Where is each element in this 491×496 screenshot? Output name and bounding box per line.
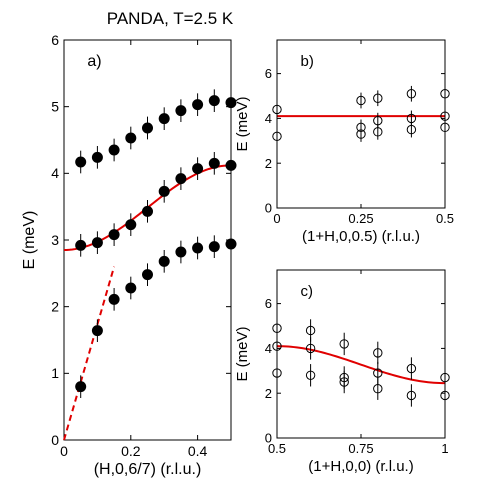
data-point bbox=[158, 185, 170, 197]
y-tick-label: 2 bbox=[265, 156, 272, 171]
x-tick-label: 1 bbox=[441, 441, 448, 456]
data-point bbox=[356, 95, 366, 106]
data-point bbox=[192, 99, 204, 111]
panel-label: a) bbox=[87, 53, 101, 70]
data-point bbox=[272, 131, 282, 142]
data-point bbox=[406, 89, 417, 99]
x-tick-label: 0 bbox=[60, 443, 68, 459]
data-point bbox=[406, 124, 417, 135]
y-tick-label: 2 bbox=[265, 386, 272, 401]
data-point bbox=[440, 89, 450, 99]
data-point bbox=[373, 384, 383, 394]
x-tick-label: 0.2 bbox=[121, 443, 141, 459]
data-point bbox=[440, 390, 450, 401]
data-point bbox=[440, 372, 450, 383]
data-point bbox=[175, 246, 187, 258]
data-point bbox=[142, 122, 153, 134]
data-point bbox=[406, 363, 417, 374]
slope-dashed-line bbox=[63, 266, 116, 441]
data-point bbox=[339, 377, 349, 387]
panel-a: 0 0.2 0.4 0 1 2 3 4 5 6 (H,0,6/7) (r.l.u.) E (meV) a… bbox=[21, 32, 237, 478]
x-axis-label: (1+H,0,0.5) (r.l.u.) bbox=[302, 228, 420, 245]
y-axis-label: E (meV) bbox=[21, 211, 38, 270]
data-point bbox=[75, 239, 87, 251]
data-point bbox=[272, 368, 282, 378]
data-point bbox=[142, 205, 153, 217]
data-point bbox=[108, 293, 120, 305]
plot-frame bbox=[63, 39, 232, 441]
data-point bbox=[108, 229, 120, 241]
data-point bbox=[225, 97, 237, 109]
y-tick-label: 1 bbox=[51, 365, 59, 381]
x-axis-label: (1+H,0,0) (r.l.u.) bbox=[308, 458, 413, 475]
data-point bbox=[91, 325, 103, 337]
data-point bbox=[75, 156, 87, 168]
y-tick-label: 0 bbox=[265, 431, 272, 446]
data-point bbox=[208, 241, 220, 253]
data-point bbox=[192, 242, 204, 254]
y-tick-label: 0 bbox=[51, 432, 59, 448]
data-point bbox=[339, 339, 349, 349]
fit-curve bbox=[276, 345, 446, 385]
x-tick-label: 0.4 bbox=[188, 443, 208, 459]
data-point bbox=[75, 381, 87, 393]
data-point bbox=[175, 173, 187, 185]
data-point bbox=[440, 122, 450, 133]
y-tick-label: 3 bbox=[51, 232, 59, 248]
x-axis-label: (H,0,6/7) (r.l.u.) bbox=[94, 461, 202, 478]
data-point bbox=[208, 95, 220, 107]
data-point bbox=[272, 104, 282, 115]
data-point bbox=[125, 219, 137, 231]
data-point bbox=[158, 113, 170, 125]
panel-label: c) bbox=[301, 283, 314, 300]
data-point bbox=[373, 348, 383, 358]
data-point bbox=[305, 325, 316, 336]
figure-title: PANDA, T=2.5 K bbox=[107, 9, 234, 28]
x-tick-label: 0.5 bbox=[436, 211, 454, 226]
panel-b: 0 0.25 0.5 0 2 4 6 (1+H,0,0.5) (r.l.u.) E (meV) b… bbox=[234, 39, 454, 245]
data-point bbox=[175, 105, 187, 117]
y-tick-label: 5 bbox=[51, 99, 59, 115]
y-tick-label: 2 bbox=[51, 299, 59, 315]
x-tick-label: 0.75 bbox=[348, 441, 373, 456]
data-point bbox=[272, 323, 282, 333]
data-point bbox=[208, 157, 220, 169]
data-point bbox=[305, 370, 316, 380]
data-point bbox=[406, 390, 417, 401]
data-point bbox=[373, 127, 383, 137]
panel-label: b) bbox=[301, 53, 314, 70]
x-tick-label: 0.25 bbox=[348, 211, 373, 226]
x-tick-label: 0.5 bbox=[268, 441, 286, 456]
y-tick-label: 6 bbox=[51, 32, 59, 48]
data-point bbox=[356, 129, 366, 139]
y-axis-label: E (meV) bbox=[234, 96, 251, 151]
data-point bbox=[373, 93, 383, 103]
data-point bbox=[108, 144, 120, 156]
y-tick-label: 6 bbox=[265, 66, 272, 81]
y-axis-label: E (meV) bbox=[234, 326, 251, 381]
data-point bbox=[192, 163, 204, 175]
y-tick-label: 4 bbox=[51, 165, 59, 181]
data-point bbox=[373, 368, 383, 378]
y-tick-label: 0 bbox=[265, 201, 272, 216]
data-point bbox=[91, 151, 103, 163]
data-point bbox=[91, 237, 103, 249]
data-point bbox=[225, 159, 237, 171]
x-tick-label: 0 bbox=[273, 211, 280, 226]
data-point bbox=[125, 282, 137, 294]
data-point bbox=[158, 255, 170, 267]
data-point bbox=[272, 341, 282, 351]
panel-c: 0.5 0.75 1 0 2 4 6 (1+H,0,0) (r.l.u.) E (meV) c) bbox=[234, 269, 450, 475]
data-point bbox=[142, 269, 153, 281]
data-point bbox=[225, 238, 237, 250]
y-tick-label: 6 bbox=[265, 296, 272, 311]
data-point bbox=[125, 132, 137, 144]
data-point bbox=[305, 343, 316, 354]
y-tick-label: 4 bbox=[265, 111, 272, 126]
y-tick-label: 4 bbox=[265, 341, 272, 356]
